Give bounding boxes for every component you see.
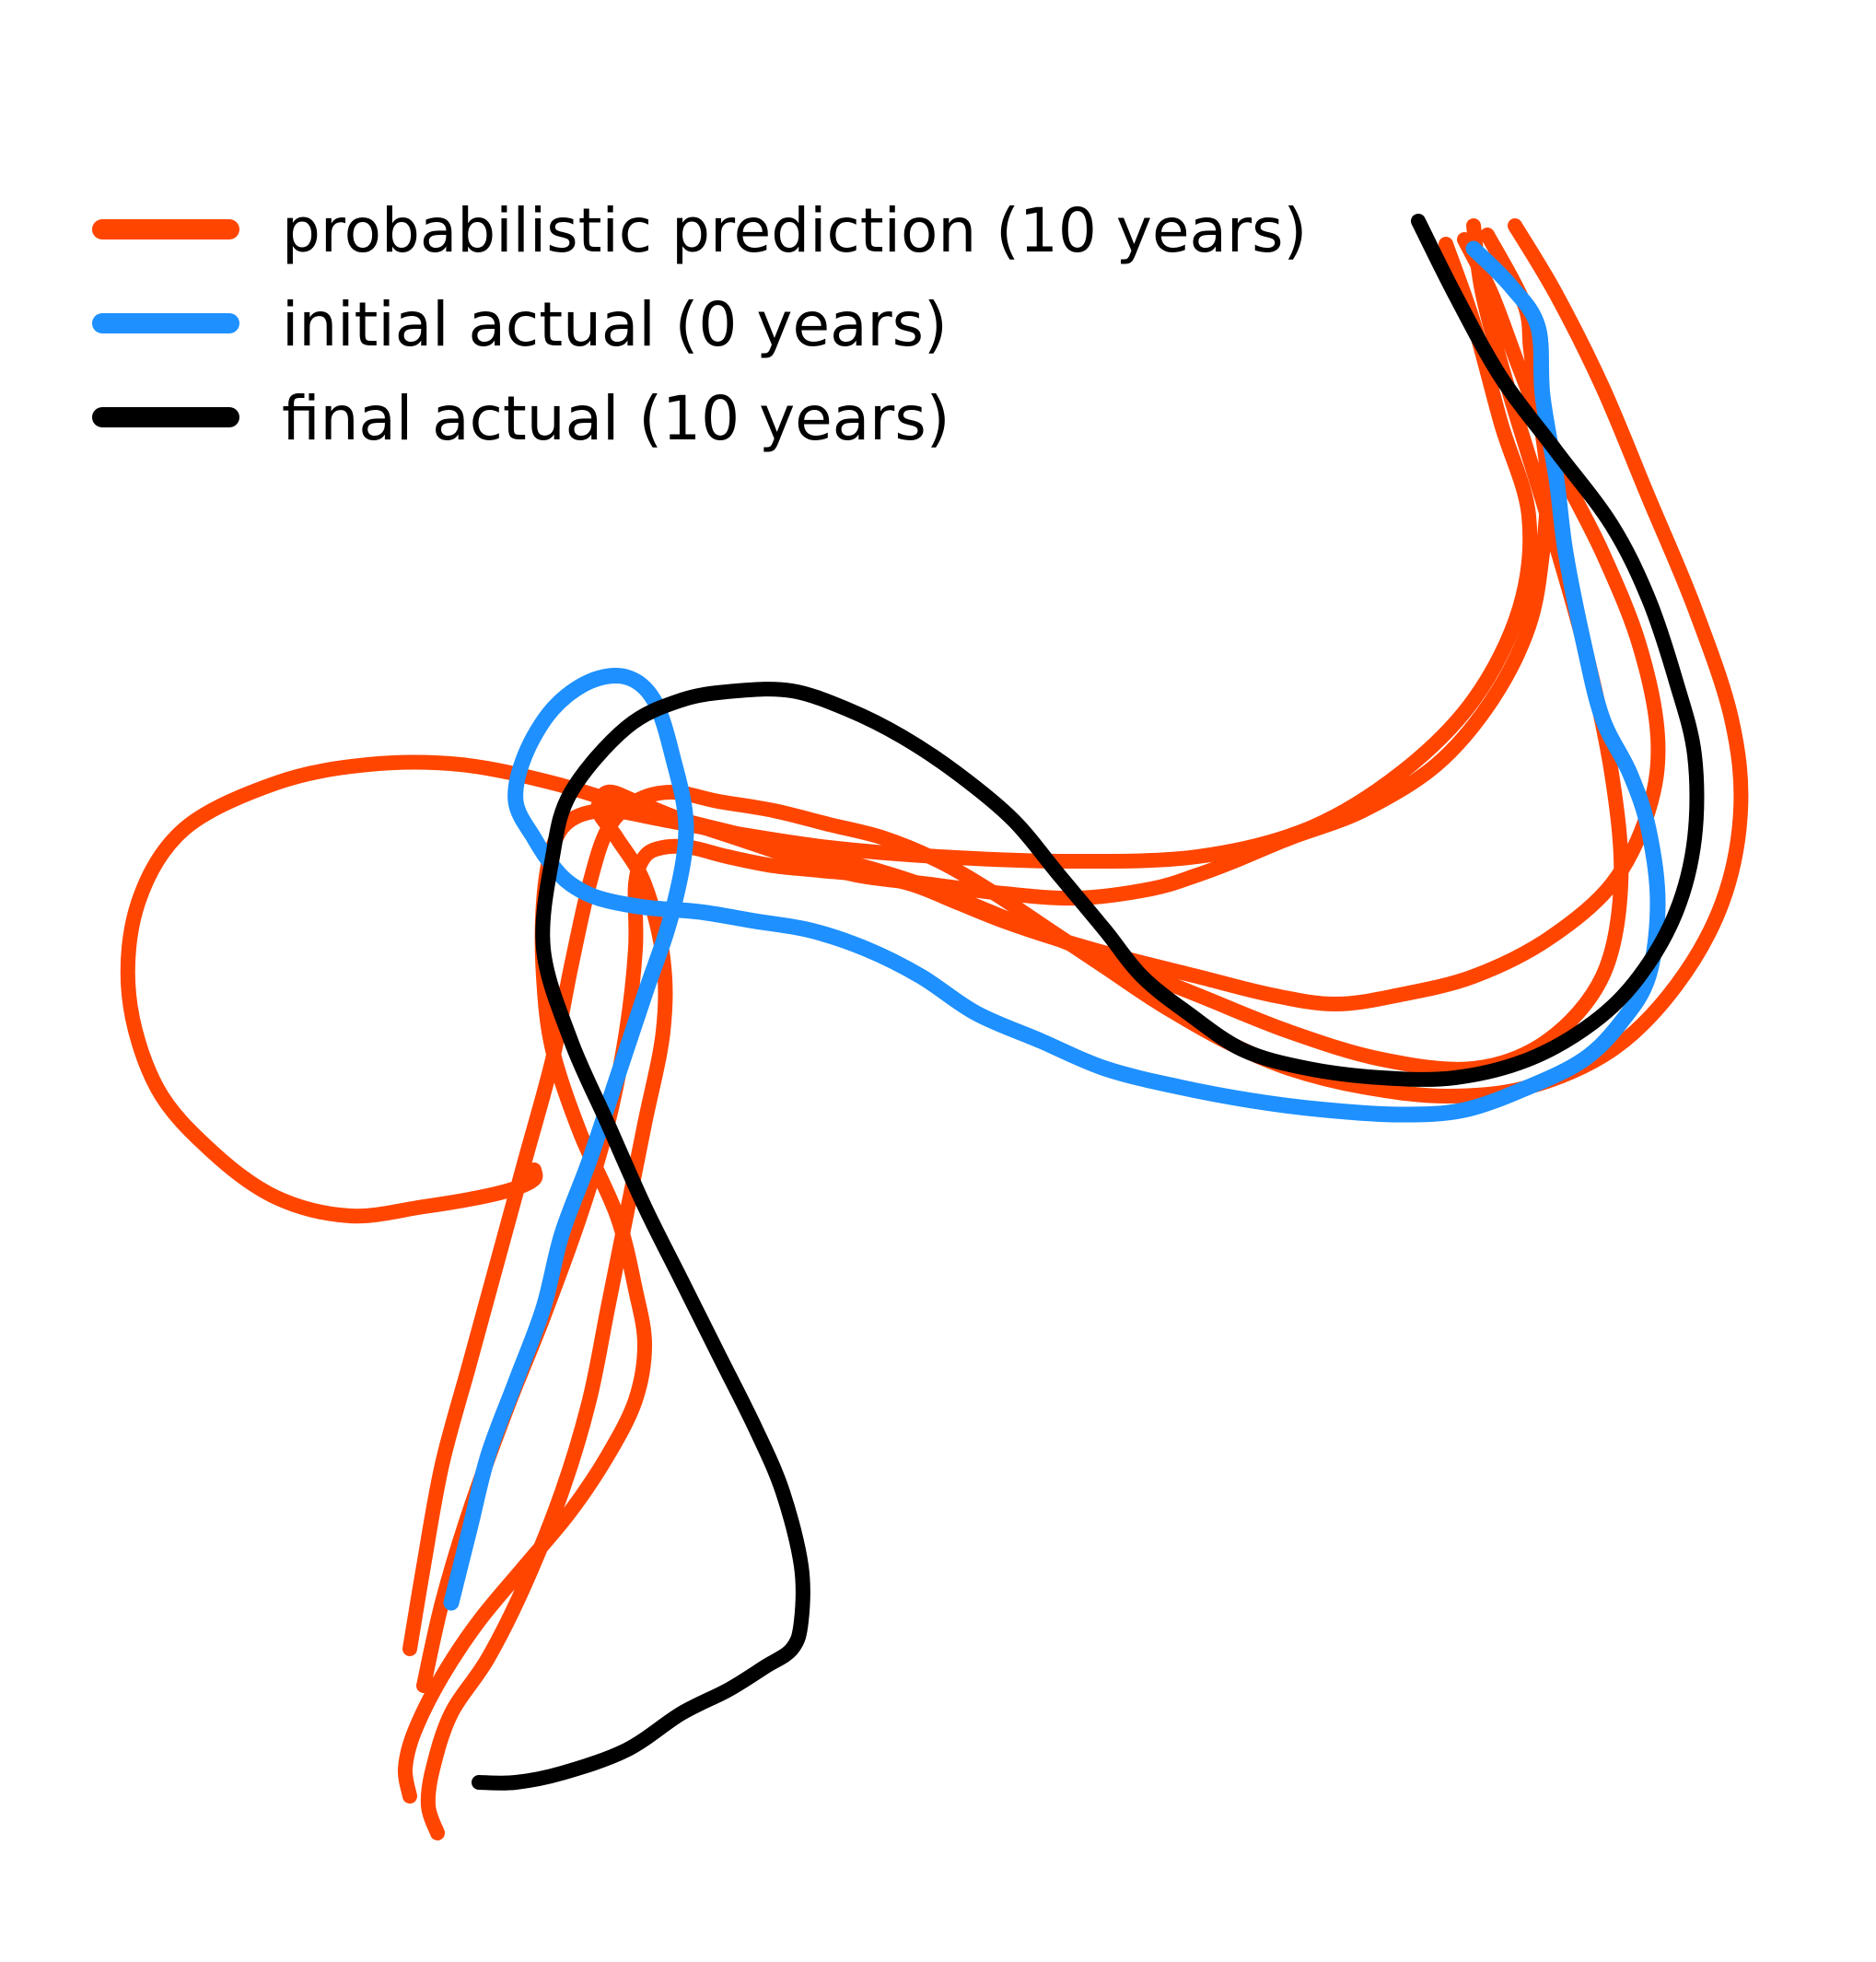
- legend-label-final: final actual (10 years): [282, 383, 950, 454]
- trajectory-traces: [120, 214, 1749, 1840]
- initial-trajectory-5: [443, 240, 1666, 1611]
- prediction-trajectory-1: [416, 232, 1666, 1693]
- legend-swatch-prediction: [92, 219, 239, 239]
- legend-swatch-initial: [92, 313, 239, 333]
- prediction-trajectory-4: [397, 237, 1538, 1804]
- final-trajectory-6: [472, 214, 1705, 1791]
- legend-label-initial: initial actual (0 years): [282, 289, 948, 360]
- prediction-trajectory-0: [420, 228, 1556, 1840]
- legend-swatch-final: [92, 407, 239, 427]
- legend-label-prediction: probabilistic prediction (10 years): [282, 195, 1308, 266]
